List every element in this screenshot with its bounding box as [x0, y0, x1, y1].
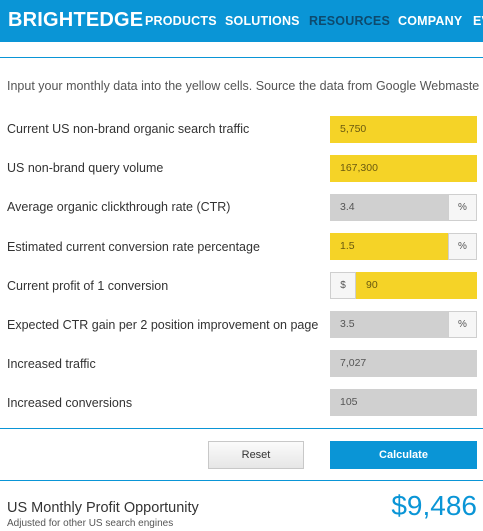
- label-increased-traffic: Increased traffic: [7, 357, 96, 371]
- profit-opportunity-value: $9,486: [391, 490, 477, 521]
- increased-conversions-field: 105: [330, 389, 477, 416]
- label-average-ctr: Average organic clickthrough rate (CTR): [7, 200, 231, 214]
- query-volume-input[interactable]: 167,300: [330, 155, 477, 182]
- nav-events-cut-off[interactable]: EV: [473, 14, 483, 28]
- instructions-text: Input your monthly data into the yellow …: [7, 79, 480, 93]
- result-subtitle: Adjusted for other US search engines: [7, 518, 174, 529]
- nav-solutions[interactable]: SOLUTIONS: [225, 14, 300, 28]
- divider-middle: [0, 428, 483, 429]
- divider-bottom: [0, 480, 483, 481]
- label-increased-conversions: Increased conversions: [7, 396, 133, 410]
- result-title: US Monthly Profit Opportunity: [7, 500, 199, 516]
- brightedge-logo[interactable]: BRIGHTEDGE: [8, 9, 144, 31]
- label-profit-per-conversion: Current profit of 1 conversion: [7, 279, 169, 293]
- label-ctr-gain: Expected CTR gain per 2 position improve…: [7, 318, 319, 332]
- divider-top: [0, 57, 483, 58]
- top-navigation-bar: BRIGHTEDGE PRODUCTS SOLUTIONS RESOURCES …: [0, 0, 483, 42]
- conversion-rate-input[interactable]: 1.5: [330, 233, 448, 260]
- nav-products[interactable]: PRODUCTS: [145, 14, 217, 28]
- ctr-gain-field: 3.5: [330, 311, 448, 338]
- calculate-button[interactable]: Calculate: [330, 441, 477, 469]
- reset-button[interactable]: Reset: [208, 441, 304, 469]
- label-query-volume: US non-brand query volume: [7, 161, 164, 175]
- label-conversion-rate: Estimated current conversion rate percen…: [7, 240, 260, 254]
- nav-resources[interactable]: RESOURCES: [309, 14, 390, 28]
- percent-suffix: %: [448, 194, 477, 221]
- dollar-prefix: $: [330, 272, 356, 299]
- label-organic-traffic: Current US non-brand organic search traf…: [7, 122, 250, 136]
- profit-per-conversion-input[interactable]: 90: [356, 272, 477, 299]
- nav-company[interactable]: COMPANY: [398, 14, 463, 28]
- percent-suffix: %: [448, 233, 477, 260]
- percent-suffix: %: [448, 311, 477, 338]
- increased-traffic-field: 7,027: [330, 350, 477, 377]
- average-ctr-field: 3.4: [330, 194, 448, 221]
- organic-traffic-input[interactable]: 5,750: [330, 116, 477, 143]
